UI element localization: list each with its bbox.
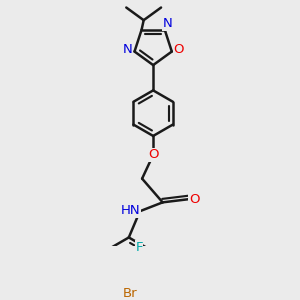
Text: O: O [148,148,158,161]
Text: N: N [162,17,172,30]
Text: F: F [135,241,143,254]
Text: O: O [189,193,200,206]
Text: O: O [173,44,184,56]
Text: N: N [123,44,132,56]
Text: Br: Br [123,286,138,300]
Text: HN: HN [121,204,141,217]
